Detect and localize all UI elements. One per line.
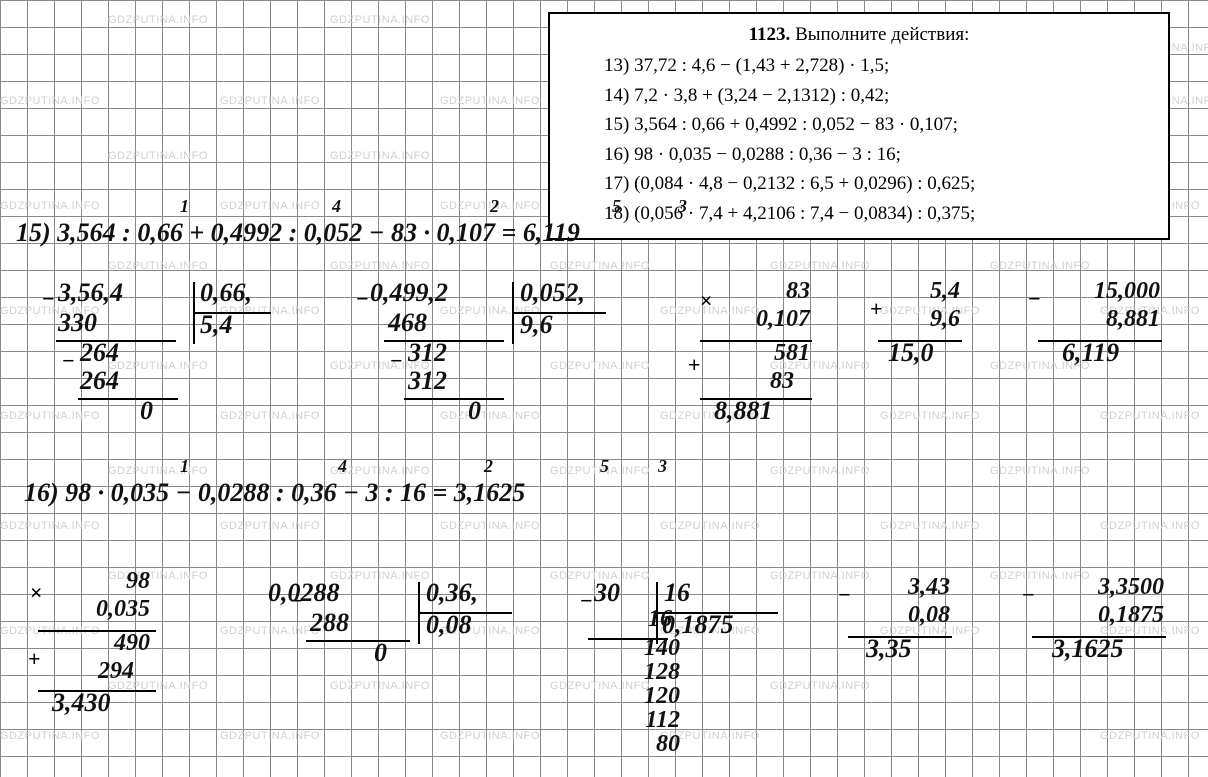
mul-partials: 490 294 — [40, 630, 150, 685]
minus-sign: − — [356, 286, 369, 312]
div2-step: 120 — [590, 684, 680, 708]
order-label: 5 — [612, 196, 621, 217]
mul-p2: 83 — [700, 368, 810, 396]
div2-divisor: 16 — [664, 578, 690, 608]
order-label: 4 — [332, 196, 341, 217]
mul-a: 83 — [700, 278, 810, 306]
order-label: 2 — [490, 196, 499, 217]
div1-quot: 5,4 — [200, 310, 233, 340]
div1-r1: 264 — [80, 338, 119, 368]
div1-divisor: 0,66, — [200, 278, 252, 308]
mul-a: 98 — [40, 568, 150, 596]
minus-sign: − — [42, 286, 55, 312]
div1-s2: 264 — [80, 366, 119, 396]
plus-sign: + — [688, 352, 701, 378]
mul-b: 0,035 — [40, 596, 150, 624]
rule — [404, 398, 504, 400]
order-label: 1 — [180, 456, 189, 477]
div2-quot: 9,6 — [520, 310, 553, 340]
order-label: 3 — [678, 196, 687, 217]
div1-r2: 0 — [140, 396, 153, 426]
order-label: 1 — [180, 196, 189, 217]
mul-partials: 581 83 — [700, 340, 810, 395]
div2-dividend: 0,499,2 — [370, 278, 448, 308]
add-a: 5,4 — [880, 278, 960, 306]
div1-r1: 0 — [374, 638, 387, 668]
div1-s1: 330 — [58, 308, 97, 338]
plus-sign: + — [28, 646, 41, 672]
div2-steps: 16 — [582, 606, 672, 634]
problem-line: 13) 37,72 : 4,6 − (1,43 + 2,728) · 1,5; — [564, 51, 1154, 80]
div2-s1: 468 — [388, 308, 427, 338]
problem-box: 1123. Выполните действия: 13) 37,72 : 4,… — [548, 12, 1170, 240]
expr-15: 15) 3,564 : 0,66 + 0,4992 : 0,052 − 83 ·… — [16, 218, 580, 248]
add-column: 5,4 9,6 — [880, 278, 960, 333]
minus-sign: − — [62, 348, 75, 374]
div1-dividend: 0,0288 — [268, 578, 340, 608]
order-label: 3 — [658, 456, 667, 477]
minus-sign: − — [1022, 582, 1035, 608]
div2-r1: 312 — [408, 338, 447, 368]
problem-line: 15) 3,564 : 0,66 + 0,4992 : 0,052 − 83 ·… — [564, 110, 1154, 139]
mul-p1: 581 — [700, 340, 810, 368]
sub-res: 6,119 — [1062, 338, 1119, 368]
order-label: 4 — [338, 456, 347, 477]
minus-sign: − — [390, 348, 403, 374]
div2-step: 16 — [582, 606, 672, 634]
minus-sign: − — [1028, 286, 1041, 312]
expr-16: 16) 98 · 0,035 − 0,0288 : 0,36 − 3 : 16 … — [24, 478, 525, 508]
add-res: 15,0 — [888, 338, 934, 368]
rule — [306, 640, 410, 642]
sub2-b: 0,1875 — [1034, 602, 1164, 630]
minus-sign: − — [290, 588, 303, 614]
mul-p2: 294 — [40, 658, 150, 686]
problem-title: 1123. Выполните действия: — [564, 20, 1154, 49]
mul-b: 0,107 — [700, 306, 810, 334]
sub2-column: 3,3500 0,1875 — [1034, 574, 1164, 629]
sub-column: 15,000 8,881 — [1040, 278, 1160, 333]
problem-line: 17) (0,084 · 4,8 − 0,2132 : 6,5 + 0,0296… — [564, 169, 1154, 198]
mul-column: 98 0,035 — [40, 568, 150, 623]
add-b: 9,6 — [880, 306, 960, 334]
minus-sign: − — [838, 582, 851, 608]
div1-quot: 0,08 — [426, 610, 472, 640]
mul-p1: 490 — [40, 630, 150, 658]
sub2-res: 3,1625 — [1052, 634, 1124, 664]
order-label: 5 — [600, 456, 609, 477]
sub1-res: 3,35 — [866, 634, 912, 664]
mul-column: 83 0,107 — [700, 278, 810, 333]
order-label: 2 — [484, 456, 493, 477]
mul-res: 3,430 — [52, 688, 111, 718]
div2-step: 80 — [590, 732, 680, 756]
div2-divisor: 0,052, — [520, 278, 585, 308]
mul-res: 8,881 — [714, 396, 773, 426]
sub1-column: 3,43 0,08 — [850, 574, 950, 629]
div1-dividend: 3,56,4 — [58, 278, 123, 308]
div2-step: 112 — [590, 708, 680, 732]
div2-s2: 312 — [408, 366, 447, 396]
problem-line: 18) (0,056 · 7,4 + 4,2106 : 7,4 − 0,0834… — [564, 199, 1154, 228]
div2-step: 128 — [590, 660, 680, 684]
sub1-a: 3,43 — [850, 574, 950, 602]
problem-line: 16) 98 · 0,035 − 0,0288 : 0,36 − 3 : 16; — [564, 140, 1154, 169]
rule — [78, 398, 178, 400]
sub-b: 8,881 — [1040, 306, 1160, 334]
div2-step: 140 — [590, 636, 680, 660]
sub-a: 15,000 — [1040, 278, 1160, 306]
div2-steps2: 140 128 120 112 80 — [590, 636, 680, 756]
sub2-a: 3,3500 — [1034, 574, 1164, 602]
div2-dividend: 30 — [594, 578, 620, 608]
div1-divisor: 0,36, — [426, 578, 478, 608]
problem-number: 1123. — [749, 24, 791, 45]
sub1-b: 0,08 — [850, 602, 950, 630]
problem-title-text: Выполните действия: — [795, 24, 969, 45]
problem-line: 14) 7,2 · 3,8 + (3,24 − 2,1312) : 0,42; — [564, 81, 1154, 110]
div2-r2: 0 — [468, 396, 481, 426]
div1-s1: 288 — [310, 608, 349, 638]
